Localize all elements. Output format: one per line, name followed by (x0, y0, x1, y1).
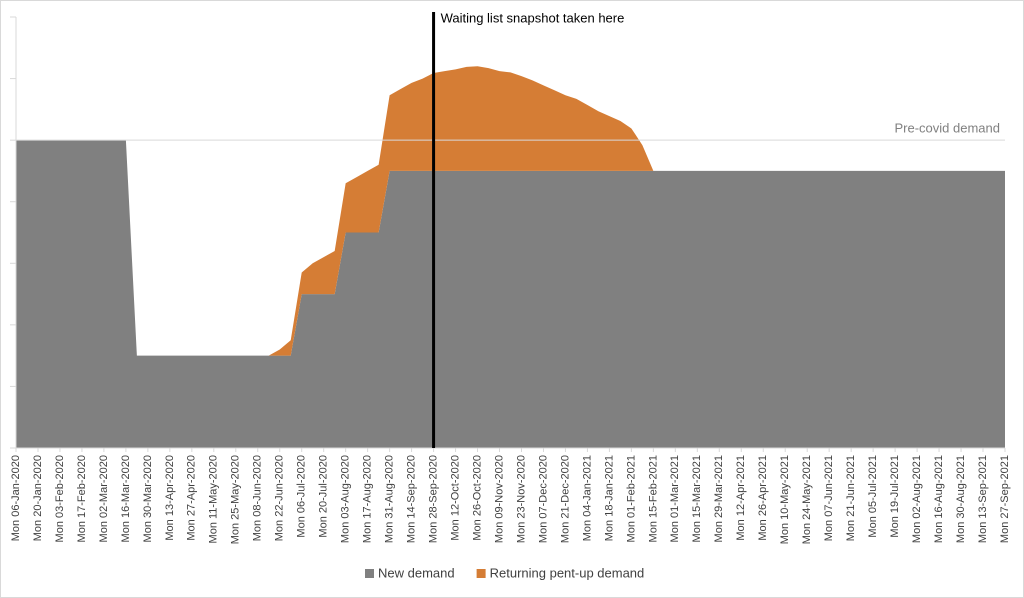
x-tick-label: Mon 28-Sep-2020 (427, 455, 439, 543)
x-tick-label: Mon 08-Jun-2020 (252, 455, 264, 541)
x-tick-label: Mon 01-Mar-2021 (669, 455, 681, 542)
x-tick-label: Mon 23-Nov-2020 (515, 455, 527, 543)
x-tick-label: Mon 05-Jul-2021 (867, 455, 879, 538)
x-tick-label: Mon 17-Aug-2020 (362, 455, 374, 543)
x-tick-label: Mon 15-Mar-2021 (691, 455, 703, 542)
x-tick-label: Mon 30-Aug-2021 (955, 455, 967, 543)
x-tick-label: Mon 27-Apr-2020 (186, 455, 198, 541)
x-tick-label: Mon 06-Jan-2020 (10, 455, 22, 541)
x-tick-label: Mon 21-Dec-2020 (559, 455, 571, 543)
x-tick-label: Mon 03-Feb-2020 (54, 455, 66, 542)
x-tick-label: Mon 07-Jun-2021 (823, 455, 835, 541)
x-tick-label: Mon 11-May-2020 (208, 455, 220, 543)
x-tick-label: Mon 16-Mar-2020 (120, 455, 132, 542)
x-tick-label: Mon 17-Feb-2020 (76, 455, 88, 542)
x-tick-label: Mon 03-Aug-2020 (340, 455, 352, 543)
x-tick-label: Mon 06-Jul-2020 (296, 455, 308, 538)
x-tick-label: Mon 04-Jan-2021 (581, 455, 593, 541)
x-tick-label: Mon 01-Feb-2021 (625, 455, 637, 542)
x-tick-label: Mon 22-Jun-2020 (274, 455, 286, 541)
x-tick-label: Mon 16-Aug-2021 (933, 455, 945, 543)
x-tick-label: Mon 02-Aug-2021 (911, 455, 923, 543)
x-tick-label: Mon 30-Mar-2020 (142, 455, 154, 542)
x-tick-label: Mon 26-Apr-2021 (757, 455, 769, 541)
x-tick-label: Mon 13-Apr-2020 (164, 455, 176, 541)
x-tick-label: Mon 18-Jan-2021 (603, 455, 615, 541)
reference-label: Pre-covid demand (895, 121, 1001, 136)
x-tick-label: Mon 02-Mar-2020 (98, 455, 110, 542)
x-tick-label: Mon 29-Mar-2021 (713, 455, 725, 542)
x-tick-label: Mon 14-Sep-2020 (406, 455, 418, 543)
x-tick-label: Mon 19-Jul-2021 (889, 455, 901, 538)
area (16, 140, 1005, 448)
x-tick-label: Mon 26-Oct-2020 (471, 455, 483, 541)
annotation-text: Waiting list snapshot taken here (441, 10, 625, 25)
x-tick-label: Mon 10-May-2021 (779, 455, 791, 544)
x-tick-label: Mon 21-Jun-2021 (845, 455, 857, 541)
x-tick-label: Mon 13-Sep-2021 (977, 455, 989, 543)
legend-label: New demand (378, 565, 455, 580)
x-tick-label: Mon 12-Oct-2020 (449, 455, 461, 541)
x-tick-label: Mon 25-May-2020 (230, 455, 242, 544)
x-tick-label: Mon 07-Dec-2020 (537, 455, 549, 543)
x-tick-label: Mon 24-May-2021 (801, 455, 813, 544)
x-tick-label: Mon 20-Jul-2020 (318, 455, 330, 538)
area (16, 66, 1005, 356)
x-tick-label: Mon 27-Sep-2021 (999, 455, 1011, 543)
legend-label: Returning pent-up demand (490, 565, 645, 580)
x-tick-label: Mon 20-Jan-2020 (32, 455, 44, 541)
x-tick-label: Mon 09-Nov-2020 (493, 455, 505, 543)
x-tick-label: Mon 31-Aug-2020 (384, 455, 396, 543)
legend-swatch (476, 569, 486, 578)
x-tick-label: Mon 12-Apr-2021 (735, 455, 747, 541)
x-tick-label: Mon 15-Feb-2021 (647, 455, 659, 542)
legend-swatch (365, 569, 374, 578)
